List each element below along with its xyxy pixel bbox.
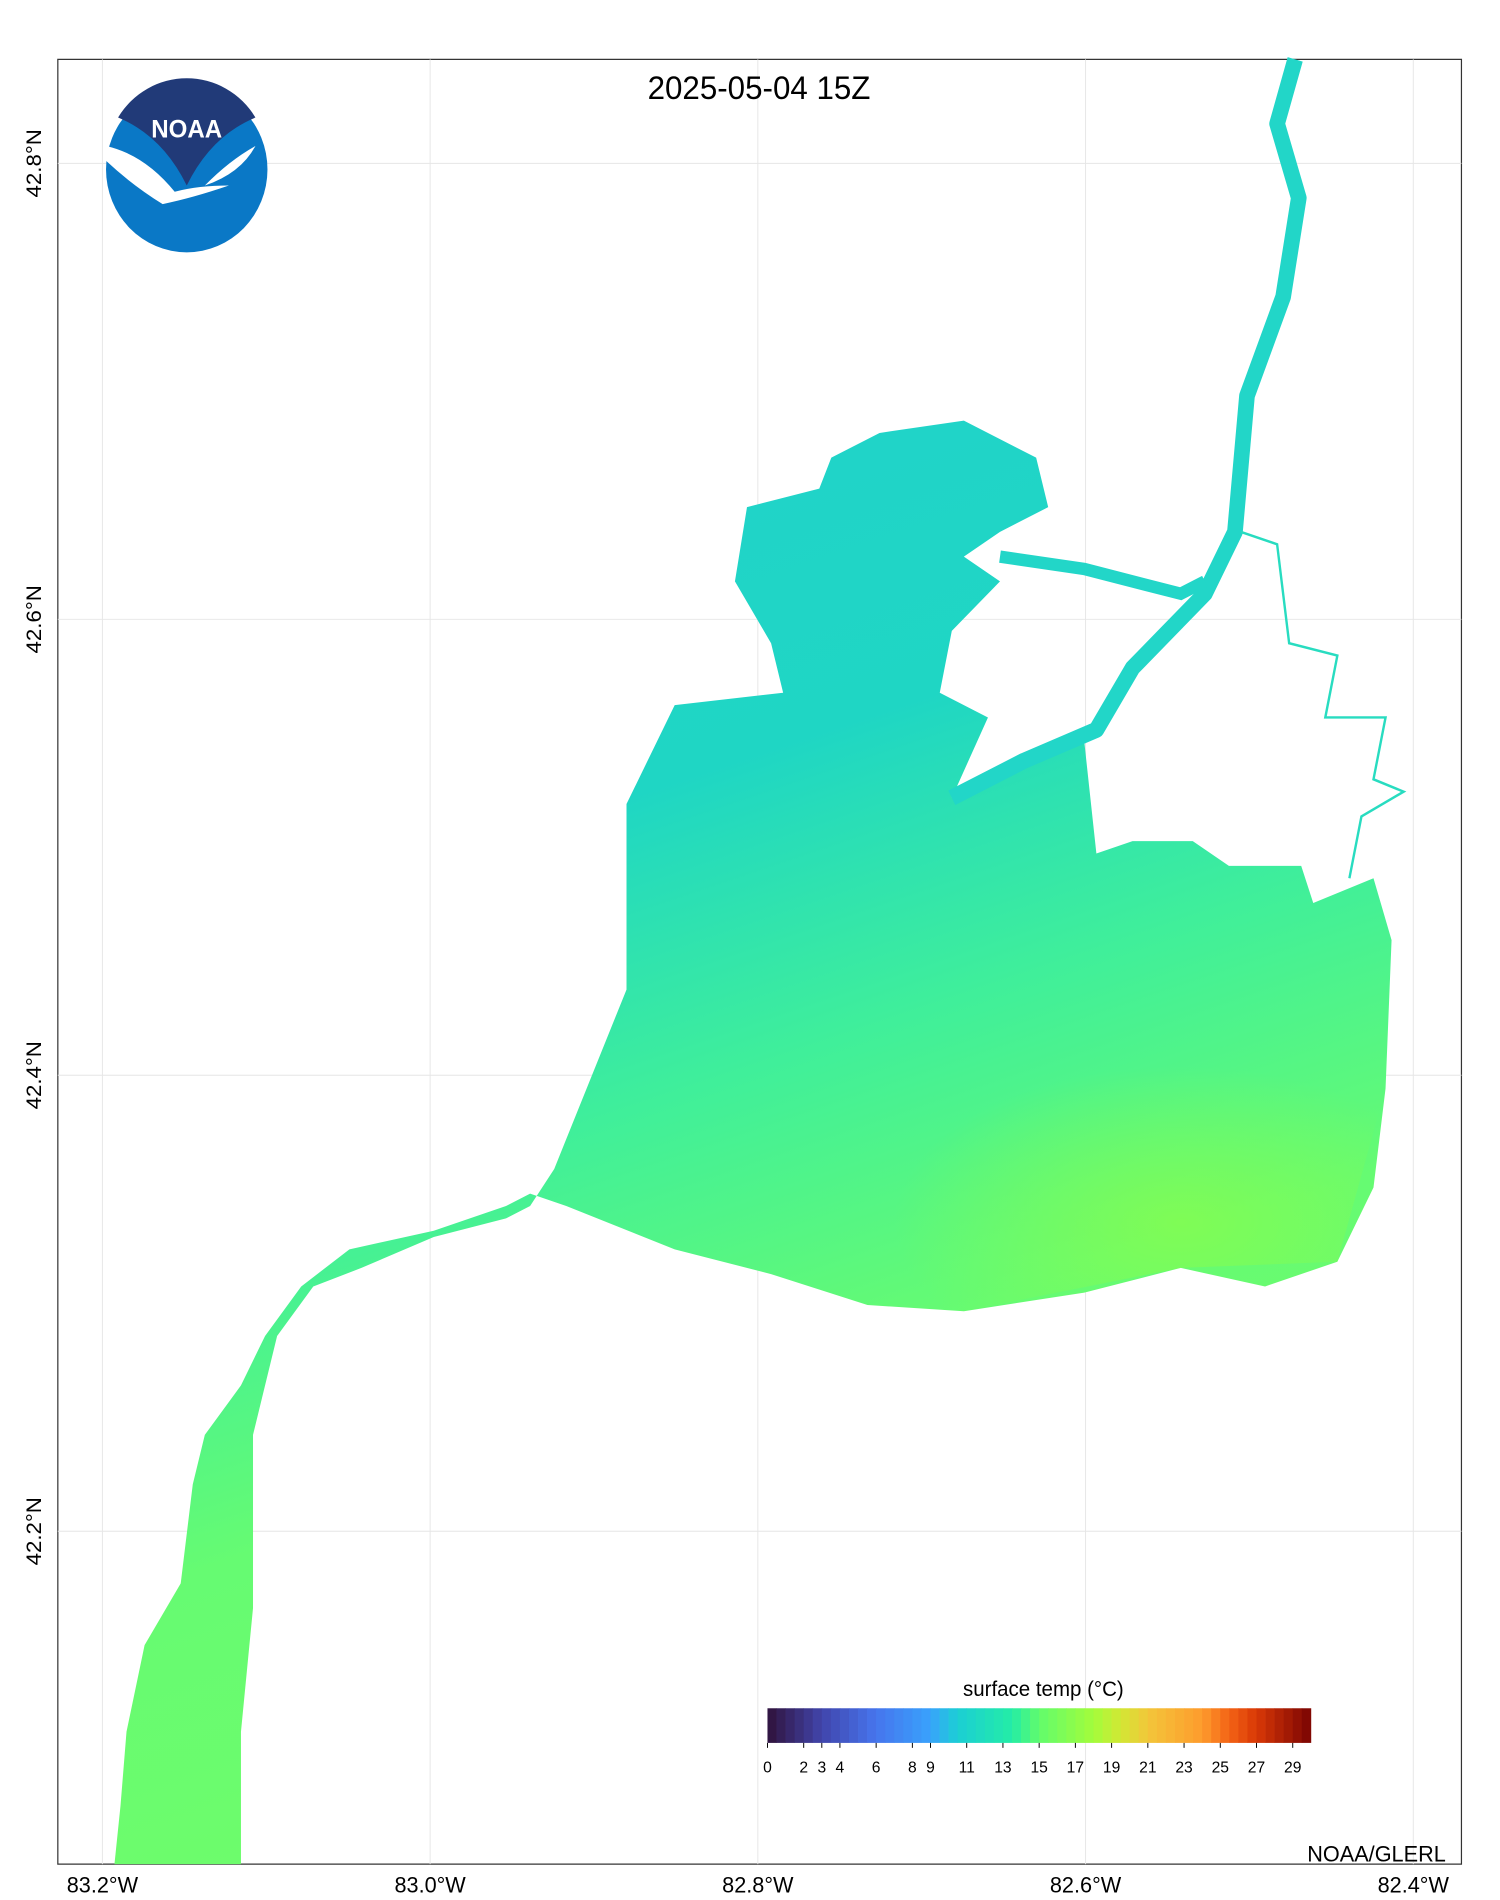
logo-top (118, 78, 256, 186)
map-title: 2025-05-04 15Z (648, 70, 871, 106)
colorbar-swatch (1238, 1708, 1248, 1743)
colorbar-swatch (903, 1708, 913, 1743)
colorbar-swatch (1283, 1708, 1294, 1743)
colorbar-swatch (1147, 1708, 1158, 1743)
colorbar-swatch (1229, 1708, 1239, 1743)
logo-text: NOAA (151, 116, 222, 143)
colorbar-swatch (839, 1708, 850, 1743)
colorbar-swatch (1084, 1708, 1094, 1743)
colorbar-tick-label: 11 (959, 1759, 975, 1776)
colorbar-swatch (830, 1708, 841, 1743)
colorbar-swatch (1102, 1708, 1112, 1743)
colorbar-tick-label: 3 (817, 1759, 826, 1776)
river (948, 57, 1307, 806)
colorbar-tick-label: 15 (1030, 1759, 1048, 1776)
logo-bird (106, 145, 256, 205)
river-branch (1240, 530, 1407, 879)
colorbar-swatch (867, 1708, 877, 1743)
colorbar-swatch (948, 1708, 959, 1743)
colorbar-swatch (767, 1708, 777, 1743)
colorbar-swatch (1292, 1708, 1303, 1743)
colorbar-tick-label: 8 (908, 1759, 917, 1776)
colorbar-swatch (1030, 1708, 1040, 1743)
colorbar-tick-label: 13 (994, 1759, 1012, 1776)
colorbar-swatch (1057, 1708, 1067, 1743)
colorbar-swatch (1193, 1708, 1203, 1743)
colorbar-label: surface temp (°C) (963, 1678, 1124, 1701)
colorbar-swatch (1021, 1708, 1031, 1743)
colorbar-swatch (1247, 1708, 1257, 1743)
x-tick-label: 82.6°W (1050, 1872, 1122, 1897)
colorbar-swatch (858, 1708, 868, 1743)
y-tick-label: 42.6°N (21, 585, 46, 653)
colorbar-swatch (785, 1708, 795, 1743)
lake-warm-area (566, 865, 1386, 1312)
colorbar-swatch (993, 1708, 1004, 1743)
colorbar-swatch (1265, 1708, 1275, 1743)
x-tick-label: 82.4°W (1378, 1872, 1450, 1897)
colorbar-swatch (939, 1708, 949, 1743)
colorbar-swatch (957, 1708, 968, 1743)
colorbar-tick-label: 21 (1139, 1759, 1157, 1776)
colorbar-swatch (1075, 1708, 1085, 1743)
colorbar-swatch (1066, 1708, 1076, 1743)
colorbar-swatch (894, 1708, 904, 1743)
colorbar-tick-label: 23 (1175, 1759, 1193, 1776)
colorbar-swatch (921, 1708, 931, 1743)
x-tick-label: 82.8°W (722, 1872, 794, 1897)
colorbar-swatch (930, 1708, 940, 1743)
colorbar-swatch (966, 1708, 977, 1743)
colorbar-swatch (812, 1708, 823, 1743)
colorbar-swatch (1165, 1708, 1176, 1743)
x-tick-label: 83.0°W (394, 1872, 466, 1897)
colorbar-swatch (1220, 1708, 1230, 1743)
colorbar-swatch (1039, 1708, 1049, 1743)
x-tick-label: 83.2°W (67, 1872, 139, 1897)
colorbar-swatch (1093, 1708, 1103, 1743)
colorbar-swatch (1175, 1708, 1185, 1743)
noaa-logo: NOAA (106, 78, 268, 253)
colorbar-swatch (876, 1708, 886, 1743)
colorbar-swatch (1111, 1708, 1122, 1743)
colorbar-tick-label: 0 (763, 1759, 772, 1776)
y-tick-label: 42.4°N (21, 1041, 46, 1109)
colorbar-swatch (1202, 1708, 1212, 1743)
y-tick-label: 42.8°N (21, 129, 46, 197)
water (114, 57, 1407, 1865)
colorbar-tick-label: 29 (1284, 1759, 1302, 1776)
colorbar-tick-label: 19 (1103, 1759, 1121, 1776)
colorbar-swatch (885, 1708, 895, 1743)
credit: NOAA/GLERL (1307, 1841, 1446, 1866)
colorbar-swatch (803, 1708, 814, 1743)
colorbar-swatch (1274, 1708, 1285, 1743)
colorbar-swatch (984, 1708, 995, 1743)
colorbar-tick-label: 2 (799, 1759, 808, 1776)
river-branch (999, 550, 1208, 601)
colorbar-tick-label: 27 (1248, 1759, 1266, 1776)
colorbar-swatch (848, 1708, 859, 1743)
colorbar-swatch (1011, 1708, 1022, 1743)
colorbar-swatch (776, 1708, 786, 1743)
colorbar-swatch (975, 1708, 986, 1743)
colorbar-tick-label: 25 (1212, 1759, 1230, 1776)
colorbar-swatch (1048, 1708, 1058, 1743)
colorbar-swatch (1256, 1708, 1266, 1743)
colorbar-swatch (1184, 1708, 1194, 1743)
colorbar-swatch (794, 1708, 805, 1743)
colorbar-swatch (1301, 1708, 1312, 1743)
colorbar-tick-label: 6 (872, 1759, 881, 1776)
colorbar-tick-label: 17 (1067, 1759, 1085, 1776)
colorbar-tick-label: 4 (836, 1759, 845, 1776)
colorbar-swatch (1120, 1708, 1131, 1743)
colorbar-swatch (1129, 1708, 1140, 1743)
colorbar-swatch (1138, 1708, 1149, 1743)
colorbar-swatch (1002, 1708, 1013, 1743)
colorbar-swatch (821, 1708, 832, 1743)
y-tick-label: 42.2°N (21, 1497, 46, 1565)
colorbar-swatch (1211, 1708, 1221, 1743)
colorbar-tick-label: 9 (926, 1759, 935, 1776)
colorbar-swatch (912, 1708, 922, 1743)
colorbar-swatch (1156, 1708, 1167, 1743)
